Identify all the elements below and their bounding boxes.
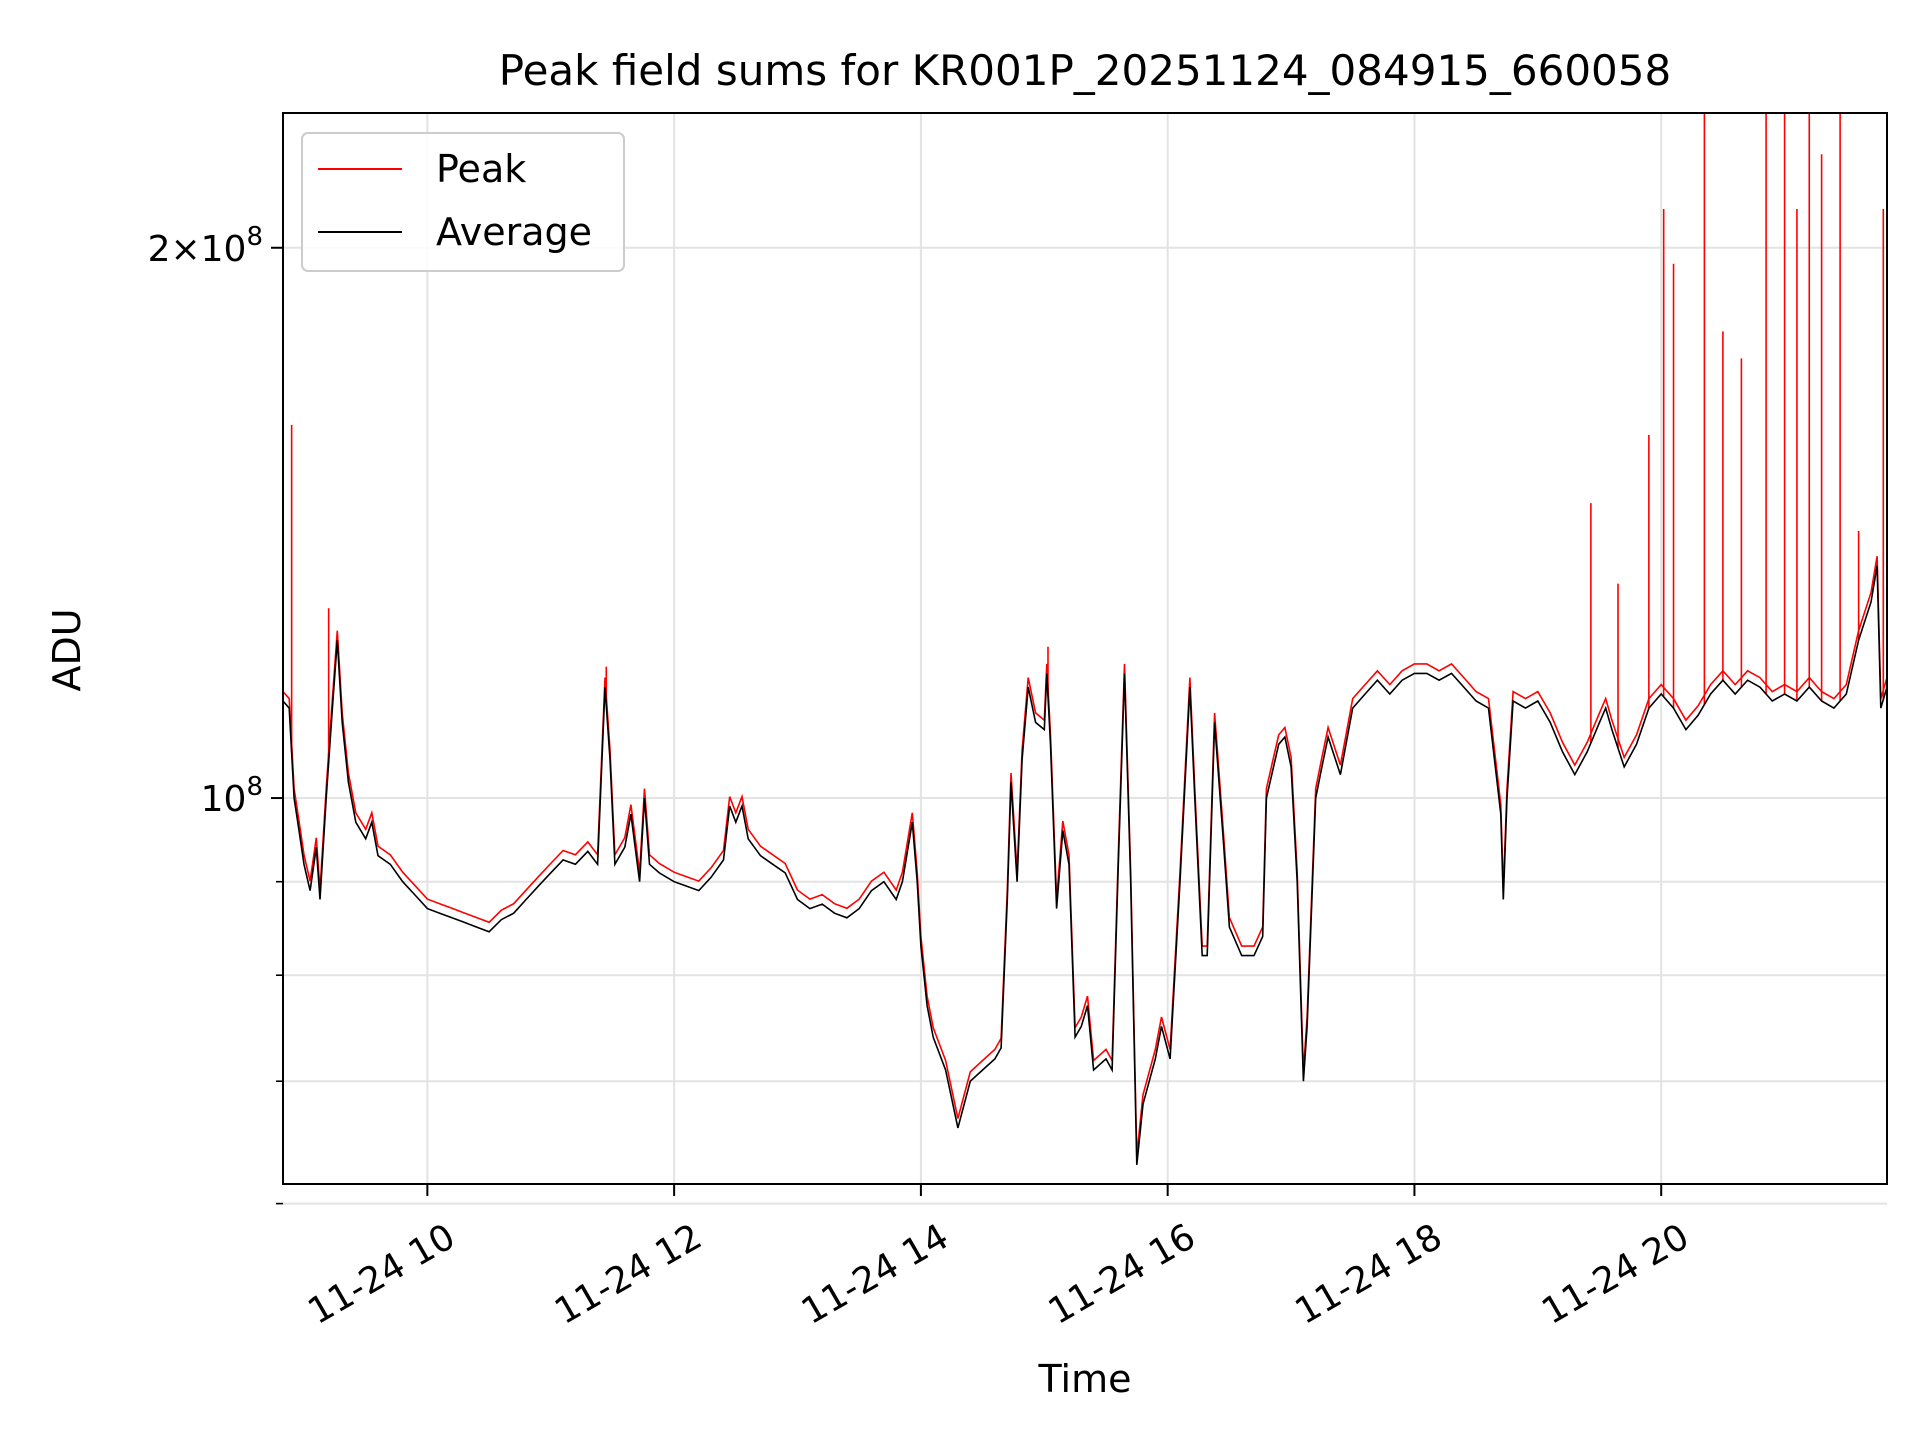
x-axis-label: Time [1038,1357,1132,1401]
y-tick-label: 2×108 [148,222,263,270]
legend-average-label: Average [436,210,592,254]
plot-area [283,113,1887,1165]
y-axis-label: ADU [45,608,89,691]
chart-title: Peak field sums for KR001P_20251124_0849… [499,46,1671,95]
legend-peak-label: Peak [436,147,526,191]
y-axis: 108 2×108 [148,222,283,1205]
legend: Peak Average [301,132,625,272]
series-average-line [283,565,1887,1165]
y-tick-label: 108 [201,772,263,820]
plot-frame [282,112,1888,1185]
legend-box [301,132,625,272]
series-peak-spikes [290,113,1885,761]
